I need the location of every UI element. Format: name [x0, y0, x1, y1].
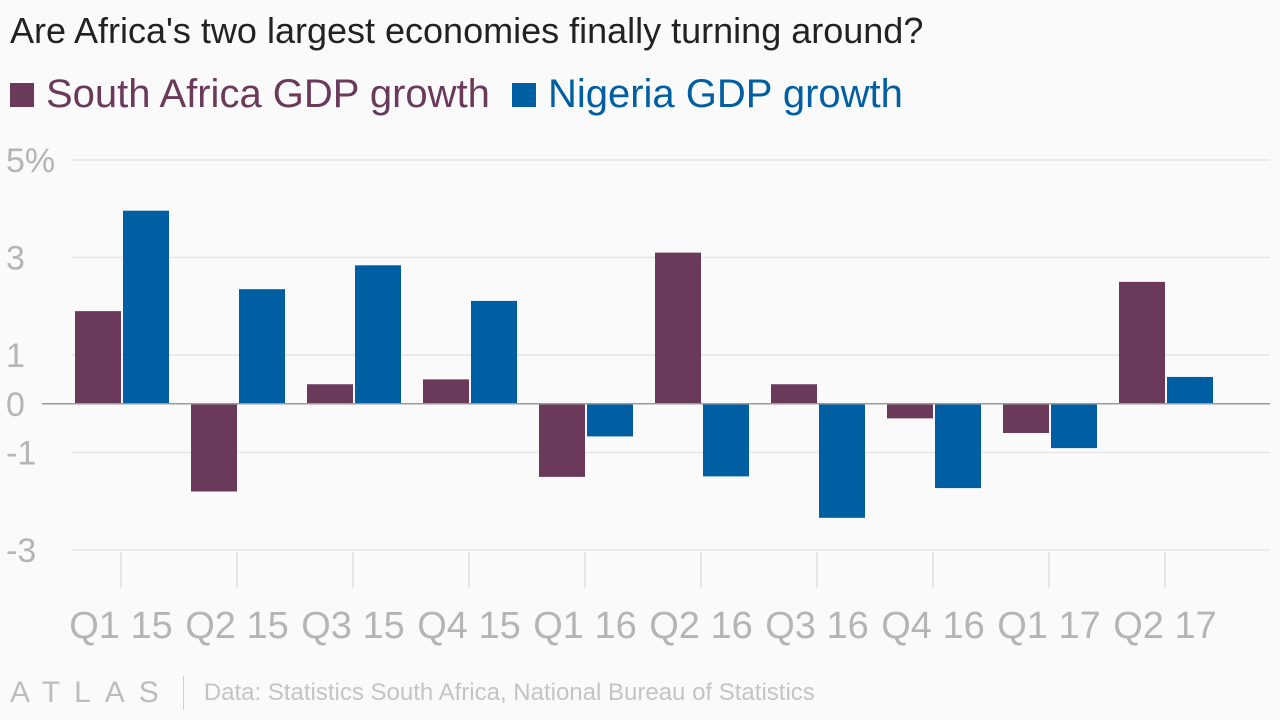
bar-nigeria [1051, 403, 1097, 449]
x-tick-label: Q4 16 [881, 605, 985, 647]
bar-south-africa [539, 403, 585, 477]
atlas-logo: ATLAS [10, 676, 173, 709]
y-tick-label: -3 [6, 532, 36, 570]
bar-nigeria [471, 300, 517, 404]
y-tick-label: 3 [6, 240, 25, 278]
legend-item-south-africa: South Africa GDP growth [10, 72, 490, 117]
bar-south-africa [771, 384, 817, 404]
x-tick-label: Q2 15 [185, 605, 289, 647]
x-tick-label: Q1 15 [69, 605, 173, 647]
x-tick-label: Q3 15 [301, 605, 405, 647]
y-tick-label: -1 [6, 435, 36, 473]
bar-south-africa [887, 403, 933, 419]
footer-divider [182, 676, 184, 710]
legend-item-nigeria: Nigeria GDP growth [511, 72, 903, 117]
x-tick-label: Q2 16 [649, 605, 753, 647]
bar-south-africa [75, 311, 121, 404]
bar-south-africa [423, 379, 469, 404]
legend-swatch-nigeria [511, 82, 536, 107]
footer: ATLAS Data: Statistics South Africa, Nat… [10, 676, 815, 710]
x-tick-label: Q1 17 [997, 605, 1101, 647]
bar-south-africa [655, 252, 701, 404]
bar-nigeria [239, 289, 285, 404]
legend-label-south-africa: South Africa GDP growth [46, 72, 490, 116]
chart-title: Are Africa's two largest economies final… [10, 10, 924, 51]
x-tick-label: Q1 16 [533, 605, 637, 647]
y-tick-label: 5% [6, 142, 55, 180]
legend: South Africa GDP growth Nigeria GDP grow… [10, 72, 925, 117]
bar-south-africa [307, 384, 353, 404]
x-tick-label: Q3 16 [765, 605, 869, 647]
bar-nigeria [935, 403, 981, 489]
bar-nigeria [703, 403, 749, 477]
bar-nigeria [123, 210, 169, 404]
x-tick-label: Q4 15 [417, 605, 521, 647]
x-tick-label: Q2 17 [1113, 605, 1217, 647]
bar-nigeria [587, 403, 633, 437]
bar-south-africa [1119, 281, 1165, 404]
bar-nigeria [355, 265, 401, 404]
bar-south-africa [191, 403, 237, 492]
legend-label-nigeria: Nigeria GDP growth [547, 72, 903, 116]
y-tick-label: 0 [6, 386, 25, 424]
legend-swatch-south-africa [10, 82, 34, 107]
bar-south-africa [1003, 403, 1049, 433]
bar-nigeria [1167, 376, 1213, 404]
y-tick-label: 1 [6, 337, 25, 375]
bar-nigeria [819, 403, 865, 518]
source-note: Data: Statistics South Africa, National … [203, 679, 815, 706]
